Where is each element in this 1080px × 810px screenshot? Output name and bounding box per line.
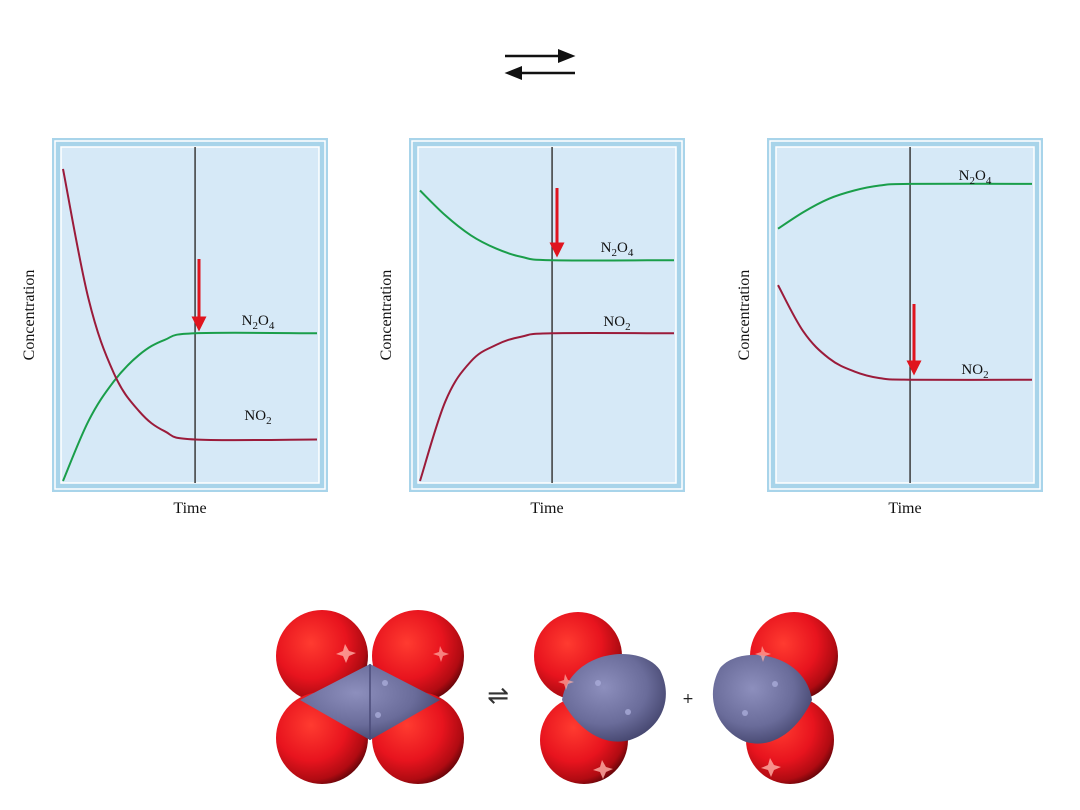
no2-molecule-left-icon <box>534 612 666 784</box>
chart-frame-highlight <box>54 140 326 490</box>
molecule-plus-sign: + <box>682 691 694 707</box>
label-text: O <box>617 240 628 256</box>
no2-molecule-right-icon <box>712 612 838 784</box>
x-axis-label: Time <box>530 500 563 517</box>
label-subscript: 4 <box>628 247 634 259</box>
y-axis-label: Concentration <box>736 270 753 361</box>
series-label-n2o4: N2O4 <box>601 240 634 259</box>
n2o4-molecule-icon <box>276 610 464 784</box>
series-label-no2: NO2 <box>244 408 271 427</box>
label-text: O <box>258 313 269 329</box>
label-text: N <box>959 168 970 184</box>
label-subscript: 4 <box>986 175 992 187</box>
chart-frame-highlight <box>769 140 1041 490</box>
plot-area <box>60 146 320 484</box>
series-line-no2 <box>62 168 318 442</box>
x-axis-label: Time <box>888 500 921 517</box>
top-equilibrium-arrows-icon <box>504 49 576 80</box>
label-subscript: 2 <box>253 320 259 332</box>
y-axis-label: Concentration <box>21 270 38 361</box>
label-text: O <box>975 168 986 184</box>
series-line-no2 <box>419 332 675 482</box>
chart-frame-highlight <box>411 140 683 490</box>
label-text: N <box>242 313 253 329</box>
molecule-equilibrium-symbol: ⇌ <box>487 681 509 711</box>
label-text: NO <box>961 362 983 378</box>
x-axis-label: Time <box>173 500 206 517</box>
label-subscript: 2 <box>612 247 618 259</box>
series-line-no2 <box>777 284 1033 381</box>
label-subscript: 2 <box>625 321 631 333</box>
plot-area <box>417 146 677 484</box>
label-text: NO <box>603 314 625 330</box>
label-subscript: 2 <box>970 175 976 187</box>
series-line-n2o4 <box>62 331 318 482</box>
label-subscript: 2 <box>983 369 989 381</box>
series-label-no2: NO2 <box>603 314 630 333</box>
y-axis-label: Concentration <box>378 270 395 361</box>
series-label-n2o4: N2O4 <box>959 168 992 187</box>
label-subscript: 4 <box>269 320 275 332</box>
series-line-n2o4 <box>777 182 1033 230</box>
label-text: NO <box>244 408 266 424</box>
series-label-no2: NO2 <box>961 362 988 381</box>
plot-area <box>775 146 1035 484</box>
label-text: N <box>601 240 612 256</box>
series-label-n2o4: N2O4 <box>242 313 275 332</box>
label-subscript: 2 <box>266 415 272 427</box>
charts-group: N2O4NO2TimeConcentrationN2O4NO2TimeConce… <box>21 138 1043 517</box>
series-line-n2o4 <box>419 189 675 262</box>
